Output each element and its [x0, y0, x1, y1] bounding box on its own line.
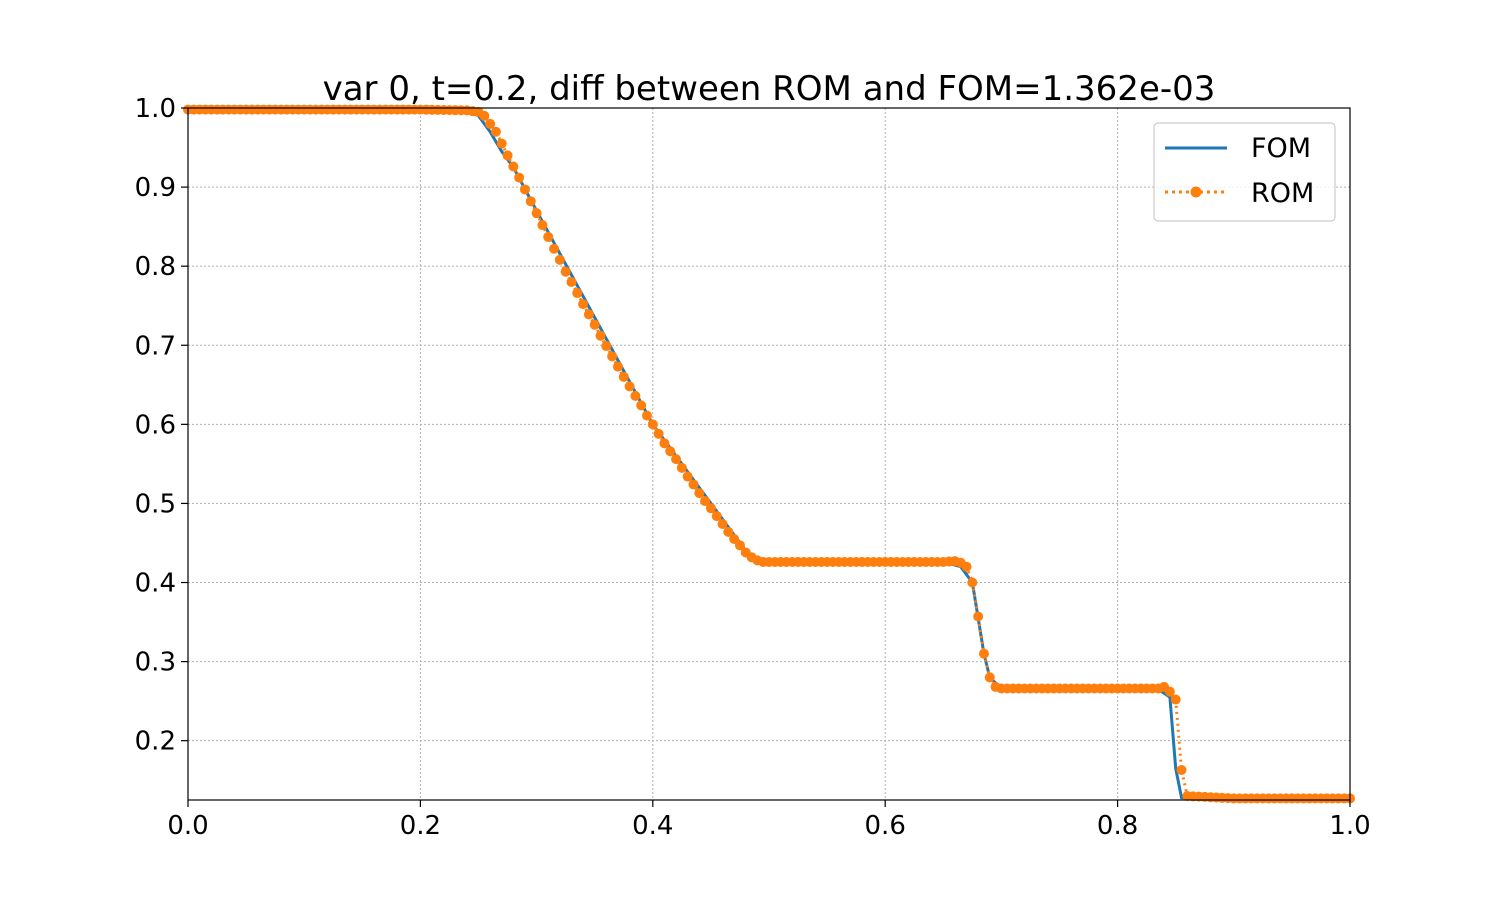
series-rom-marker	[624, 381, 635, 392]
plot-frame	[187, 107, 1351, 801]
series-rom-marker	[519, 184, 530, 195]
x-tick-label: 0.6	[865, 811, 906, 841]
x-tick-label: 0.4	[632, 811, 673, 841]
series-rom-marker	[682, 471, 693, 482]
series-rom-marker	[665, 446, 676, 457]
series-rom-marker	[543, 231, 554, 242]
series-rom-marker	[729, 534, 740, 545]
series-rom-marker	[479, 110, 490, 121]
series-rom-marker	[589, 319, 600, 330]
series-rom-marker	[572, 288, 583, 299]
series-rom-marker	[537, 220, 548, 231]
series-rom-marker	[694, 488, 705, 499]
series-rom-marker	[601, 341, 612, 352]
series-rom-marker	[734, 540, 745, 551]
chart-title: var 0, t=0.2, diff between ROM and FOM=1…	[323, 69, 1216, 109]
y-tick-label: 0.9	[135, 173, 176, 203]
series-rom-marker	[618, 371, 629, 382]
y-tick-label: 0.8	[135, 252, 176, 282]
series-rom-marker	[578, 299, 589, 310]
series-rom-marker	[485, 118, 496, 129]
series-rom-marker	[688, 479, 699, 490]
legend-rom-label: ROM	[1251, 178, 1314, 209]
series-rom-marker	[711, 511, 722, 522]
series-rom-marker	[496, 138, 507, 149]
x-axis: 0.0 0.2 0.4 0.6 0.8 1.0	[167, 800, 1371, 841]
y-tick-label: 0.6	[135, 410, 176, 440]
y-tick-label: 0.2	[135, 727, 176, 757]
x-tick-label: 0.8	[1097, 811, 1138, 841]
series-rom-line	[188, 108, 1350, 800]
series-rom-marker	[566, 276, 577, 287]
series-rom-marker	[531, 208, 542, 219]
y-tick-label: 1.0	[135, 94, 176, 124]
legend-rom-marker	[1190, 186, 1202, 198]
series-rom-marker	[647, 419, 658, 430]
series-layer	[183, 104, 1355, 804]
series-rom-marker	[653, 428, 664, 439]
y-tick-label: 0.5	[135, 489, 176, 519]
series-rom-marker	[1176, 764, 1187, 775]
series-rom-marker	[560, 266, 571, 277]
series-rom-marker	[967, 577, 978, 588]
series-rom-marker	[636, 400, 647, 411]
series-rom-marker	[671, 454, 682, 465]
x-tick-label: 1.0	[1329, 811, 1370, 841]
series-rom-marker	[961, 561, 972, 572]
series-rom-marker	[583, 309, 594, 320]
y-tick-label: 0.3	[135, 648, 176, 678]
legend: FOM ROM	[1153, 122, 1336, 222]
series-rom-marker	[525, 196, 536, 207]
series-rom-marker	[630, 390, 641, 401]
series-rom-marker	[984, 672, 995, 683]
x-tick-label: 0.2	[400, 811, 441, 841]
series-rom-marker	[978, 648, 989, 659]
series-rom-marker	[554, 254, 565, 265]
series-rom-marker	[502, 150, 513, 161]
legend-fom-label: FOM	[1251, 133, 1311, 164]
series-rom-marker	[595, 330, 606, 341]
series-rom-marker	[490, 126, 501, 137]
series-rom-marker	[641, 410, 652, 421]
series-rom-marker	[973, 611, 984, 622]
series-rom-marker	[700, 496, 711, 507]
series-rom-marker	[607, 351, 618, 362]
series-rom-marker	[508, 161, 519, 172]
series-rom-marker	[723, 526, 734, 537]
y-tick-label: 0.4	[135, 569, 176, 599]
series-rom-marker	[705, 503, 716, 514]
series-rom-marker	[676, 462, 687, 473]
series-rom-marker	[514, 172, 525, 183]
series-rom-marker	[1164, 686, 1175, 697]
y-tick-label: 0.7	[135, 331, 176, 361]
series-rom-marker	[612, 361, 623, 372]
series-rom-marker	[1170, 694, 1181, 705]
series-rom-marker	[549, 243, 560, 254]
y-axis: 0.2 0.3 0.4 0.5 0.6 0.7 0.8 0.9 1.0	[135, 94, 188, 757]
series-rom-marker	[659, 438, 670, 449]
series-rom-marker	[717, 518, 728, 529]
x-tick-label: 0.0	[167, 811, 208, 841]
